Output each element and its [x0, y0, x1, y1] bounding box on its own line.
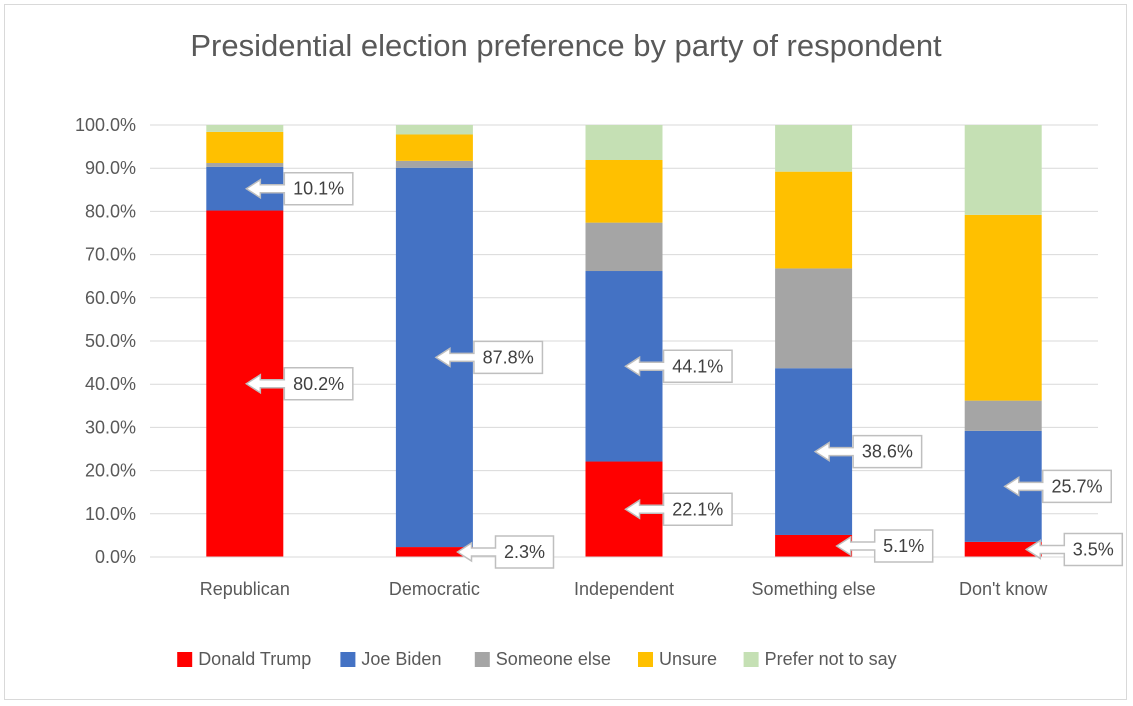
bar-segment	[964, 541, 1042, 557]
data-label-callout: 44.1%	[624, 349, 733, 384]
bar-segment	[206, 125, 284, 132]
bar-segment	[206, 163, 284, 167]
legend-label: Joe Biden	[361, 649, 441, 669]
bars	[206, 125, 1042, 557]
y-tick-label: 0.0%	[95, 547, 136, 567]
data-label: 3.5%	[1073, 539, 1114, 559]
x-axis-category-labels: Republican Democratic Independent Something…	[200, 579, 1049, 599]
legend-swatch	[638, 652, 653, 667]
data-label-box	[835, 529, 934, 563]
x-category-label: Independent	[574, 579, 674, 599]
data-label-box	[456, 535, 555, 569]
bar-segment	[775, 268, 853, 369]
legend-label: Prefer not to say	[765, 649, 897, 669]
legend-item: Joe Biden	[340, 649, 441, 669]
data-label: 10.1%	[293, 179, 344, 199]
x-category-label: Republican	[200, 579, 290, 599]
y-tick-label: 40.0%	[85, 374, 136, 394]
data-label-callout: 10.1%	[244, 171, 354, 206]
chart-title: Presidential election preference by part…	[190, 28, 942, 63]
bar-segment	[964, 125, 1042, 215]
bar-segment	[964, 214, 1042, 401]
y-tick-label: 80.0%	[85, 201, 136, 221]
data-label: 2.3%	[504, 542, 545, 562]
bar-segment	[585, 222, 663, 272]
legend-label: Unsure	[659, 649, 717, 669]
data-label-box	[244, 171, 354, 206]
data-label: 38.6%	[862, 442, 913, 462]
data-label-box	[244, 367, 354, 401]
bar-segment	[395, 160, 473, 168]
y-tick-label: 90.0%	[85, 158, 136, 178]
legend-item: Donald Trump	[177, 649, 311, 669]
bar-segment	[206, 131, 284, 164]
bar-segment	[775, 125, 853, 172]
data-label-callout: 38.6%	[813, 434, 923, 469]
y-tick-label: 20.0%	[85, 461, 136, 481]
data-label-box	[1024, 532, 1124, 567]
bar-segment	[964, 400, 1042, 431]
legend-swatch	[474, 652, 490, 667]
x-category-label: Something else	[752, 579, 876, 599]
legend-item: Someone else	[474, 649, 611, 669]
data-label-callout: 80.2%	[244, 367, 354, 401]
data-label-callout: 3.5%	[1024, 532, 1124, 567]
bar-segment	[775, 534, 853, 557]
data-label-callout: 25.7%	[1003, 469, 1112, 504]
y-tick-label: 50.0%	[85, 331, 136, 351]
bar-segment	[395, 547, 473, 557]
legend-swatch	[743, 652, 759, 667]
y-tick-label: 60.0%	[85, 288, 136, 308]
data-label: 22.1%	[672, 499, 723, 519]
legend: Donald Trump Joe Biden Someone else Unsure P…	[177, 649, 897, 669]
data-label: 87.8%	[483, 347, 534, 367]
legend-label: Someone else	[496, 649, 611, 669]
y-tick-label: 100.0%	[75, 115, 136, 135]
legend-item: Unsure	[638, 649, 717, 669]
bar-segment	[395, 125, 473, 135]
data-label-callout: 87.8%	[434, 340, 544, 375]
legend-label: Donald Trump	[198, 649, 311, 669]
data-label-callout: 2.3%	[456, 535, 555, 569]
y-axis-tick-labels: 0.0% 10.0% 20.0% 30.0% 40.0% 50.0% 60.0% 70.0% 8…	[75, 115, 136, 567]
data-label: 25.7%	[1051, 476, 1102, 496]
data-label-callout: 22.1%	[624, 492, 733, 527]
data-label-box	[624, 492, 733, 527]
bar-segment	[585, 159, 663, 223]
legend-swatch	[177, 652, 193, 667]
legend-item: Prefer not to say	[743, 649, 897, 669]
y-tick-label: 70.0%	[85, 245, 136, 265]
x-category-label: Democratic	[389, 579, 480, 599]
data-label: 5.1%	[883, 536, 924, 556]
y-tick-label: 30.0%	[85, 417, 136, 437]
chart-frame	[4, 4, 1127, 700]
y-tick-label: 10.0%	[85, 504, 136, 524]
x-category-label: Don't know	[959, 579, 1048, 599]
data-label: 80.2%	[293, 374, 344, 394]
data-label-callout: 5.1%	[835, 529, 934, 563]
data-label-box	[624, 349, 733, 384]
data-label-box	[434, 340, 544, 375]
legend-swatch	[340, 652, 356, 667]
data-labels: 80.2% 10.1% 2.3% 87.8% 22.1% 44.1% 5.1% 38.6% 3.…	[244, 171, 1124, 569]
data-label-box	[1003, 469, 1112, 504]
data-label-box	[813, 434, 923, 469]
bar-segment	[585, 125, 663, 160]
bar-segment	[775, 171, 853, 269]
bar-segment	[395, 134, 473, 161]
data-label: 44.1%	[672, 356, 723, 376]
